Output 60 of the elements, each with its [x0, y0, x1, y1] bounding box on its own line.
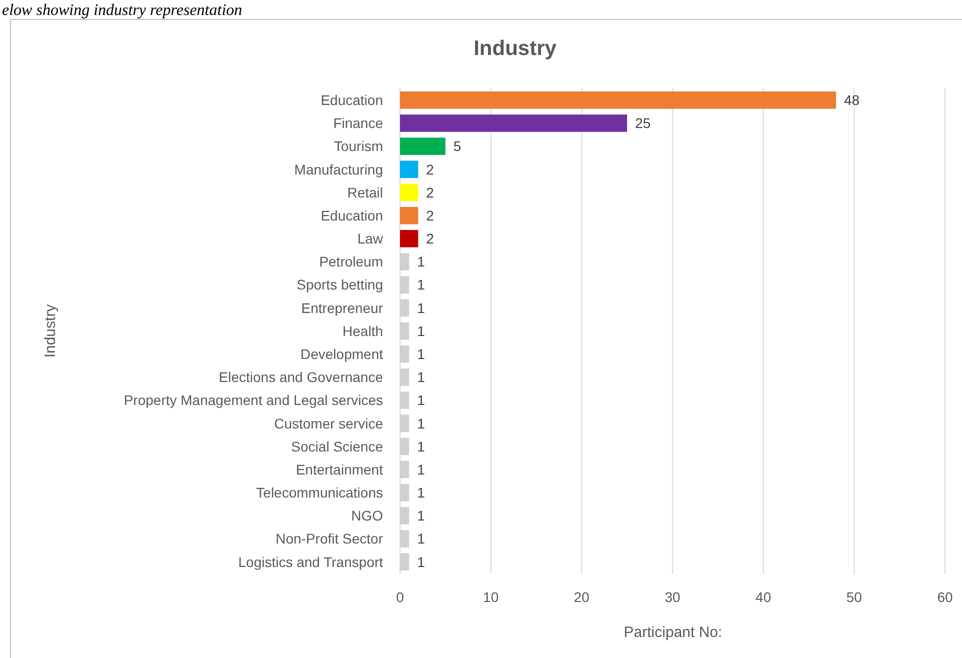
bar [400, 206, 418, 224]
y-tick-label: Retail [347, 184, 383, 200]
bar [400, 91, 836, 109]
y-tick-label: Finance [333, 115, 384, 132]
x-tick-label: 10 [483, 589, 499, 605]
data-label: 1 [417, 438, 426, 454]
data-label: 1 [417, 484, 426, 501]
y-tick-label: Logistics and Transport [238, 554, 384, 570]
y-tick-label: Health [342, 322, 383, 339]
y-tick-label: Education [320, 207, 383, 224]
data-label: 1 [417, 254, 426, 270]
x-tick-label: 20 [574, 589, 590, 605]
data-label: 2 [426, 184, 434, 200]
data-label: 48 [844, 92, 860, 108]
bar [400, 138, 446, 155]
y-tick-label: Education [320, 92, 383, 108]
x-tick-label: 60 [937, 589, 953, 605]
y-tick-label: Tourism [334, 138, 383, 154]
bar [400, 230, 418, 248]
chart-title: Industry [474, 37, 557, 60]
data-label: 1 [417, 392, 426, 408]
data-label: 1 [417, 276, 426, 293]
y-tick-label: Property Management and Legal services [124, 392, 383, 408]
y-tick-label: Telecommunications [256, 484, 383, 501]
data-label: 1 [417, 530, 426, 547]
data-label: 5 [453, 138, 462, 154]
data-label: 1 [417, 300, 426, 316]
data-label: 1 [417, 415, 426, 432]
data-label: 1 [417, 322, 426, 339]
y-tick-label: Sports betting [296, 276, 383, 293]
data-label: 1 [417, 369, 426, 386]
y-axis-title: Industry [42, 304, 59, 358]
x-tick-label: 40 [756, 589, 772, 605]
y-tick-label: NGO [351, 508, 384, 524]
x-tick-label: 0 [396, 589, 404, 605]
y-tick-label: Customer service [274, 415, 384, 432]
x-tick-label: 50 [846, 589, 862, 605]
data-label: 1 [417, 508, 426, 524]
x-tick-label: 30 [664, 589, 680, 605]
y-tick-label: Elections and Governance [218, 369, 384, 386]
x-axis-title: Participant No: [624, 624, 722, 641]
data-label: 2 [426, 230, 434, 247]
data-label: 1 [417, 554, 426, 570]
data-label: 1 [417, 346, 426, 362]
y-tick-label: Manufacturing [294, 161, 383, 178]
y-tick-label: Law [357, 230, 384, 247]
bar [400, 184, 418, 202]
y-tick-label: Social Science [291, 438, 384, 454]
y-tick-label: Entrepreneur [301, 300, 384, 316]
data-label: 25 [635, 115, 651, 132]
text: elow showing industry representation [2, 2, 242, 19]
data-label: 2 [426, 161, 434, 178]
bar [400, 160, 418, 178]
bar [400, 114, 628, 132]
y-tick-label: Entertainment [296, 461, 384, 478]
y-tick-label: Non-Profit Sector [276, 530, 384, 547]
data-label: 2 [426, 207, 434, 224]
y-tick-label: Petroleum [319, 254, 383, 270]
y-tick-label: Development [300, 346, 384, 362]
data-label: 1 [417, 461, 426, 478]
